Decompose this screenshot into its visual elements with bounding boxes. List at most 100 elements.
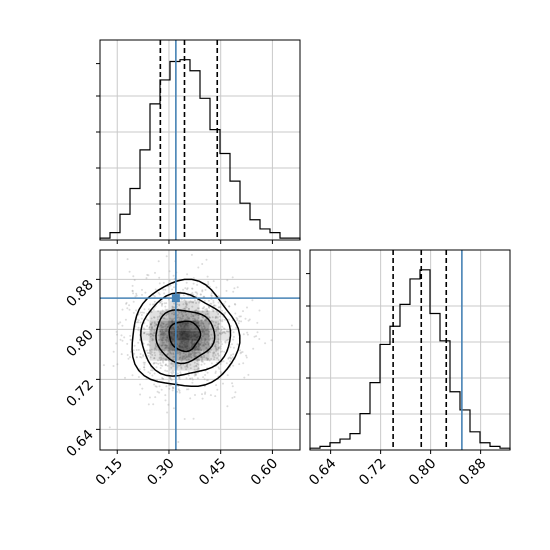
scatter-point xyxy=(164,394,167,397)
scatter-point xyxy=(217,295,220,298)
scatter-point xyxy=(157,260,160,263)
scatter-point xyxy=(203,339,206,342)
scatter-point xyxy=(209,302,212,305)
scatter-point xyxy=(165,340,168,343)
scatter-point xyxy=(147,308,150,311)
scatter-point xyxy=(170,378,173,381)
scatter-point xyxy=(179,356,182,359)
scatter-point xyxy=(153,357,156,360)
scatter-point xyxy=(208,359,211,362)
scatter-point xyxy=(201,330,204,333)
scatter-point xyxy=(201,289,204,292)
scatter-point xyxy=(199,343,202,346)
scatter-point xyxy=(142,354,145,357)
density-cell xyxy=(199,340,210,351)
scatter-point xyxy=(202,335,204,338)
scatter-point xyxy=(185,377,188,380)
scatter-point xyxy=(165,329,168,332)
scatter-point xyxy=(207,282,210,285)
scatter-point xyxy=(205,308,208,310)
scatter-point xyxy=(120,334,123,337)
scatter-point xyxy=(139,321,142,324)
scatter-point xyxy=(183,357,186,360)
scatter-point xyxy=(226,330,229,333)
scatter-point xyxy=(213,356,216,359)
scatter-point xyxy=(192,314,195,317)
scatter-point xyxy=(165,329,168,332)
scatter-point xyxy=(166,364,169,367)
scatter-point xyxy=(149,372,151,375)
scatter-point xyxy=(165,359,168,361)
x-marginal-histogram xyxy=(99,59,301,240)
scatter-point xyxy=(176,351,179,354)
scatter-point xyxy=(208,338,211,341)
scatter-point xyxy=(236,286,239,289)
scatter-point xyxy=(147,354,150,357)
scatter-point xyxy=(218,332,221,335)
scatter-point xyxy=(182,307,185,310)
scatter-point xyxy=(231,396,234,399)
contour-line xyxy=(140,291,232,377)
scatter-point xyxy=(235,326,238,329)
scatter-point xyxy=(126,258,129,261)
scatter-point xyxy=(210,333,213,336)
scatter-point xyxy=(190,253,193,256)
scatter-point xyxy=(212,309,215,312)
scatter-point xyxy=(290,324,293,327)
scatter-point xyxy=(151,354,154,356)
scatter-point xyxy=(149,332,152,335)
scatter-point xyxy=(202,316,205,319)
scatter-point xyxy=(121,308,124,311)
scatter-point xyxy=(204,327,206,330)
scatter-point xyxy=(204,313,207,316)
scatter-point xyxy=(169,317,172,320)
scatter-point xyxy=(148,327,151,329)
scatter-point xyxy=(139,383,142,386)
scatter-point xyxy=(165,328,168,330)
scatter-point xyxy=(187,358,190,361)
scatter-point xyxy=(258,309,261,312)
density-cell xyxy=(169,310,180,321)
scatter-point xyxy=(176,366,179,369)
density-cell xyxy=(189,360,200,371)
scatter-point xyxy=(218,315,221,318)
scatter-point xyxy=(158,282,161,285)
scatter-point xyxy=(139,393,142,396)
scatter-point xyxy=(151,374,154,377)
scatter-point xyxy=(201,328,204,331)
x-tick-label: 0.64 xyxy=(306,455,339,488)
scatter-point xyxy=(232,331,235,334)
scatter-point xyxy=(166,337,169,339)
scatter-point xyxy=(185,306,188,309)
scatter-point xyxy=(169,377,172,380)
scatter-point xyxy=(173,302,176,305)
scatter-point xyxy=(177,352,179,355)
scatter-point xyxy=(224,341,227,344)
truth-marker xyxy=(171,294,180,303)
scatter-point xyxy=(171,389,174,392)
scatter-point xyxy=(159,330,162,333)
scatter-point xyxy=(247,373,250,376)
scatter-point xyxy=(196,292,199,295)
scatter-point xyxy=(208,316,211,319)
scatter-point xyxy=(181,315,184,318)
scatter-point xyxy=(217,328,220,331)
scatter-point xyxy=(153,361,156,364)
scatter-point xyxy=(128,270,131,273)
scatter-point xyxy=(233,396,236,398)
scatter-point xyxy=(205,258,208,261)
scatter-point xyxy=(231,385,234,388)
scatter-point xyxy=(149,303,152,306)
density-cell xyxy=(169,340,180,351)
scatter-point xyxy=(209,394,212,397)
scatter-point xyxy=(209,337,212,340)
scatter-point xyxy=(130,338,133,341)
density-cell xyxy=(189,310,200,321)
scatter-point xyxy=(221,325,224,328)
scatter-point xyxy=(166,336,169,339)
joint-contours xyxy=(131,278,241,388)
scatter-point xyxy=(173,313,175,316)
scatter-point xyxy=(166,411,169,414)
scatter-point xyxy=(186,363,189,366)
scatter-point xyxy=(172,352,175,355)
